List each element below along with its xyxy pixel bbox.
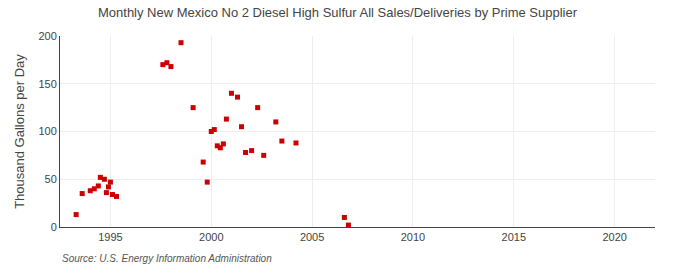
svg-text:2015: 2015	[502, 231, 526, 243]
svg-text:2000: 2000	[199, 231, 223, 243]
svg-text:2005: 2005	[300, 231, 324, 243]
svg-text:0: 0	[51, 221, 57, 233]
svg-text:1995: 1995	[98, 231, 122, 243]
svg-text:Thousand Gallons per Day: Thousand Gallons per Day	[12, 54, 27, 209]
svg-text:2010: 2010	[401, 231, 425, 243]
svg-text:100: 100	[38, 125, 56, 137]
svg-text:50: 50	[45, 173, 57, 185]
svg-text:2020: 2020	[602, 231, 626, 243]
svg-text:Monthly New Mexico No 2 Diesel: Monthly New Mexico No 2 Diesel High Sulf…	[98, 5, 578, 20]
svg-text:150: 150	[38, 78, 56, 90]
svg-text:200: 200	[38, 30, 56, 42]
svg-text:Source: U.S. Energy Informatio: Source: U.S. Energy Information Administ…	[62, 253, 272, 264]
